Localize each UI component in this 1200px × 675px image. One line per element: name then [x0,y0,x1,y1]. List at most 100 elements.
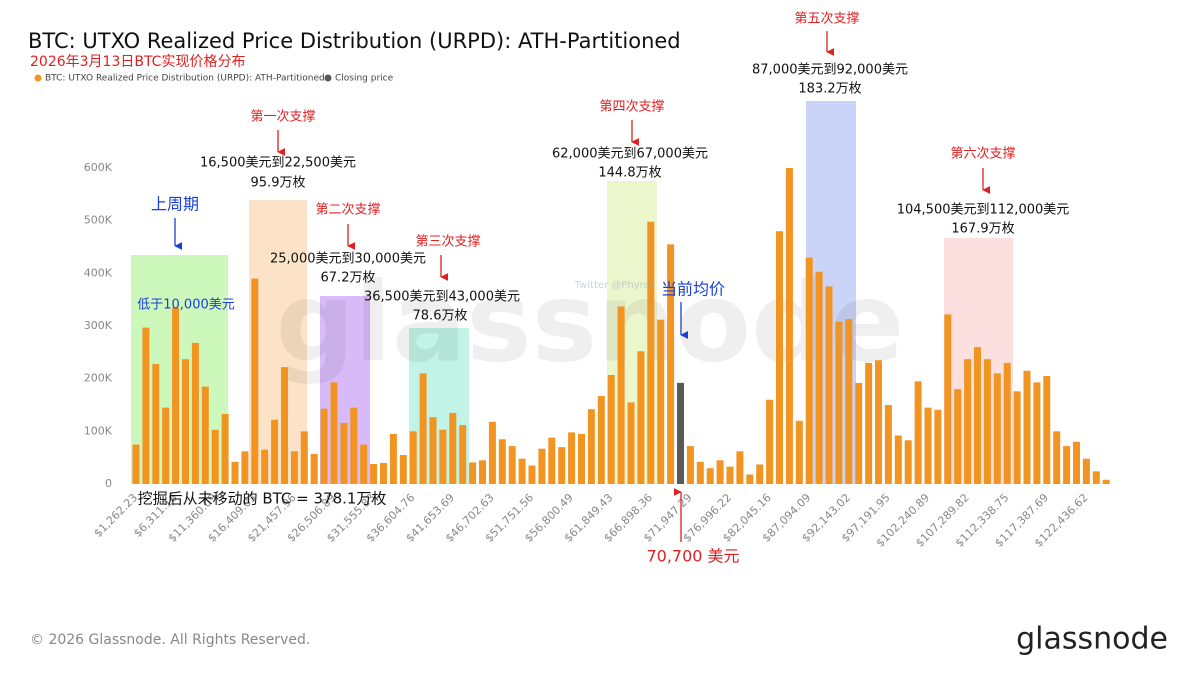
annotation: 第六次支撑 [950,146,1015,162]
bar [211,429,219,484]
annotation: 183.2万枚 [798,82,861,97]
bar [439,429,447,484]
bar [389,433,397,484]
legend-marker [34,74,42,82]
legend-label: Closing price [335,74,394,84]
bar [241,451,249,484]
bar [746,474,754,484]
bar [805,257,813,484]
bar [350,407,358,484]
bar [1063,446,1071,484]
y-tick-label: 500K [84,214,113,227]
bar [271,419,279,484]
bar [726,466,734,484]
bar [528,465,536,484]
bar [1073,441,1080,484]
bar [677,382,684,484]
bar [1043,376,1051,484]
bar [201,386,209,484]
annotation: 95.9万枚 [251,176,306,191]
bar [261,449,269,484]
bar [380,462,387,484]
bar [894,435,902,484]
bar [290,451,298,484]
bar [1092,471,1100,484]
bar [310,453,318,484]
y-tick-label: 400K [84,266,113,279]
bar [686,446,694,484]
bar [132,444,140,484]
bar [459,425,467,484]
bar [300,431,308,484]
bar [607,374,615,484]
bar [875,360,882,484]
bar [469,462,477,484]
annotation: 第四次支撑 [599,99,664,115]
bar [1003,362,1011,484]
bar [1033,382,1041,484]
bar [429,417,437,484]
bar [449,412,457,484]
y-tick-label: 0 [105,477,112,490]
bar [281,367,288,484]
bar [766,399,774,484]
annotation: 低于10,000美元 [137,298,235,313]
bar [627,402,635,484]
bar [716,460,724,484]
bar [696,461,704,484]
annotation: 70,700 美元 [646,547,739,566]
bar [904,440,912,484]
bar [657,319,665,484]
bar [855,382,863,484]
bar [964,359,972,484]
bar [884,405,892,484]
bar [488,421,496,484]
annotation: 87,000美元到92,000美元 [752,63,908,78]
bar [568,432,576,484]
annotation: 第三次支撑 [415,234,480,250]
bar [320,408,328,484]
bar [419,373,427,484]
annotation: 16,500美元到22,500美元 [200,156,356,171]
bar [191,342,199,484]
bar [1053,431,1061,484]
bar [221,413,229,484]
annotation: 78.6万枚 [413,309,468,324]
bar [993,373,1001,484]
bar [914,381,922,484]
bar [924,407,932,484]
bar [617,306,625,484]
bar [142,327,150,484]
annotation: 第二次支撑 [315,202,380,218]
bar [845,319,853,484]
bar [330,382,338,484]
bar [934,409,942,484]
bar [776,231,783,484]
bar [647,221,655,484]
bar [251,278,259,484]
bar [558,447,566,484]
bar [360,444,368,484]
footer: © 2026 Glassnode. All Rights Reserved. [30,632,310,648]
annotation: 104,500美元到112,000美元 [897,203,1070,218]
bar [736,451,744,484]
bar [370,463,378,484]
annotation: 挖掘后从未移动的 BTC = 378.1万枚 [138,490,387,508]
bar [835,321,843,484]
bar [667,244,675,484]
chart-title: BTC: UTXO Realized Price Distribution (U… [28,29,681,53]
bar [399,455,407,484]
y-tick-label: 200K [84,372,113,385]
bar [815,271,823,484]
bar [1102,479,1110,484]
bar [1082,458,1090,484]
bar [409,431,417,484]
annotation: 62,000美元到67,000美元 [552,147,708,162]
bar [706,468,714,484]
chart-subtitle: 2026年3月13日BTC实现价格分布 [30,54,245,70]
bar [162,407,170,484]
bar [825,286,833,484]
legend-label: BTC: UTXO Realized Price Distribution (U… [45,74,325,84]
bar [587,409,595,484]
